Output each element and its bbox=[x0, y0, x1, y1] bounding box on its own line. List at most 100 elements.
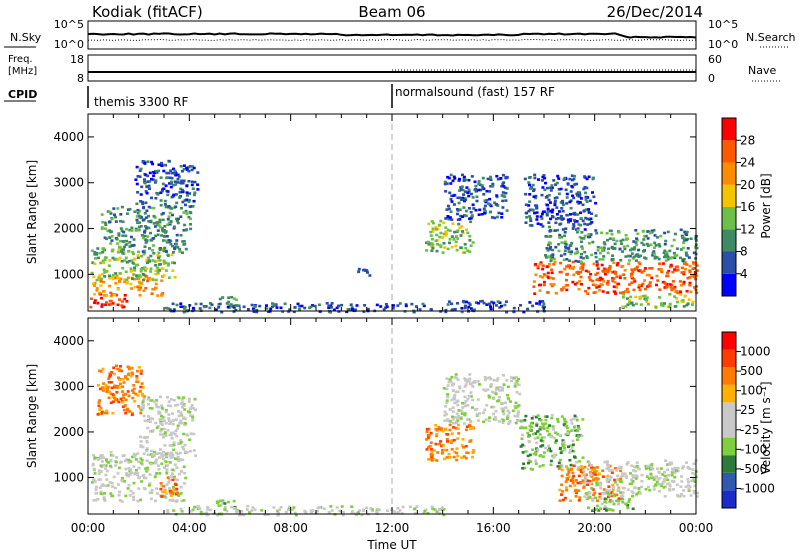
data-cell bbox=[569, 499, 573, 503]
data-cell bbox=[190, 168, 194, 172]
data-cell bbox=[463, 243, 467, 246]
data-cell bbox=[182, 240, 186, 243]
data-cell bbox=[580, 262, 583, 265]
data-cell bbox=[558, 458, 562, 462]
data-cell bbox=[128, 494, 132, 497]
data-cell bbox=[578, 468, 582, 472]
data-cell bbox=[544, 181, 547, 185]
data-cell bbox=[574, 490, 578, 493]
data-cell bbox=[114, 276, 118, 280]
data-cell bbox=[673, 305, 677, 308]
data-cell bbox=[153, 181, 157, 184]
data-cell bbox=[673, 232, 677, 236]
data-cell bbox=[124, 458, 128, 461]
data-cell bbox=[234, 304, 238, 307]
data-cell bbox=[146, 436, 149, 439]
data-cell bbox=[426, 240, 430, 244]
data-cell bbox=[446, 204, 450, 208]
data-cell bbox=[150, 399, 154, 402]
data-cell bbox=[576, 200, 580, 204]
data-cell bbox=[104, 467, 108, 470]
data-cell bbox=[581, 467, 585, 471]
data-cell bbox=[465, 186, 469, 189]
data-cell bbox=[491, 182, 495, 186]
data-cell bbox=[666, 478, 670, 482]
data-cell bbox=[551, 208, 555, 212]
data-cell bbox=[155, 221, 159, 224]
data-cell bbox=[501, 199, 505, 203]
data-cell bbox=[178, 250, 182, 253]
data-cell bbox=[454, 373, 458, 376]
data-cell bbox=[693, 274, 697, 277]
data-cell bbox=[569, 444, 573, 448]
data-cell bbox=[130, 269, 134, 273]
noise-search-line bbox=[87, 38, 697, 42]
data-cell bbox=[340, 505, 344, 508]
data-cell bbox=[109, 492, 113, 495]
data-cell bbox=[587, 233, 591, 236]
data-cell bbox=[487, 419, 491, 422]
data-cell bbox=[165, 453, 169, 456]
data-cell bbox=[443, 414, 447, 417]
data-cell bbox=[695, 269, 699, 272]
data-cell bbox=[535, 215, 539, 218]
data-cell bbox=[660, 303, 663, 307]
data-cell bbox=[444, 427, 448, 431]
data-cell bbox=[126, 407, 129, 411]
data-cell bbox=[446, 384, 450, 387]
data-cell bbox=[521, 433, 525, 437]
data-cell bbox=[111, 494, 114, 498]
data-cell bbox=[643, 267, 647, 270]
data-cell bbox=[152, 170, 156, 174]
data-cell bbox=[624, 476, 628, 479]
data-cell bbox=[144, 286, 148, 290]
data-cell bbox=[606, 279, 610, 283]
data-cell bbox=[434, 427, 438, 431]
data-cell bbox=[692, 462, 696, 465]
data-cell bbox=[146, 277, 150, 280]
data-cell bbox=[688, 269, 692, 272]
data-cell bbox=[585, 493, 589, 497]
data-cell bbox=[564, 246, 568, 250]
data-cell bbox=[486, 388, 490, 391]
colorbar-swatch bbox=[722, 118, 736, 141]
data-cell bbox=[648, 281, 652, 284]
power-y-label: Slant Range [km] bbox=[25, 160, 39, 264]
data-cell bbox=[667, 269, 671, 273]
data-cell bbox=[125, 227, 129, 231]
data-cell bbox=[688, 264, 692, 268]
colorbar-tick-label: 1000 bbox=[740, 345, 771, 359]
colorbar-tick-label: -25 bbox=[740, 423, 760, 437]
data-cell bbox=[631, 248, 635, 251]
data-cell bbox=[645, 300, 649, 304]
data-cell bbox=[476, 398, 480, 401]
data-cell bbox=[152, 450, 156, 454]
data-cell bbox=[129, 267, 133, 270]
data-cell bbox=[438, 508, 442, 512]
data-cell bbox=[118, 499, 122, 502]
data-cell bbox=[165, 241, 169, 244]
data-cell bbox=[152, 251, 156, 255]
data-cell bbox=[115, 237, 119, 241]
data-cell bbox=[563, 496, 567, 500]
data-cell bbox=[545, 213, 549, 217]
x-tick-label: 00:00 bbox=[679, 521, 714, 535]
data-cell bbox=[501, 410, 505, 413]
data-cell bbox=[575, 461, 579, 464]
data-cell bbox=[502, 181, 506, 184]
data-cell bbox=[457, 201, 461, 205]
freq-tick-top: 18 bbox=[70, 53, 84, 66]
data-cell bbox=[632, 268, 636, 271]
data-cell bbox=[684, 251, 688, 255]
data-cell bbox=[112, 366, 116, 370]
data-cell bbox=[220, 310, 224, 314]
data-cell bbox=[128, 366, 132, 369]
data-cell bbox=[205, 511, 209, 515]
data-cell bbox=[568, 177, 572, 181]
data-cell bbox=[104, 473, 108, 477]
data-cell bbox=[230, 505, 234, 509]
data-cell bbox=[565, 265, 569, 268]
data-cell bbox=[655, 274, 659, 278]
data-cell bbox=[448, 216, 452, 219]
data-cell bbox=[455, 458, 459, 462]
